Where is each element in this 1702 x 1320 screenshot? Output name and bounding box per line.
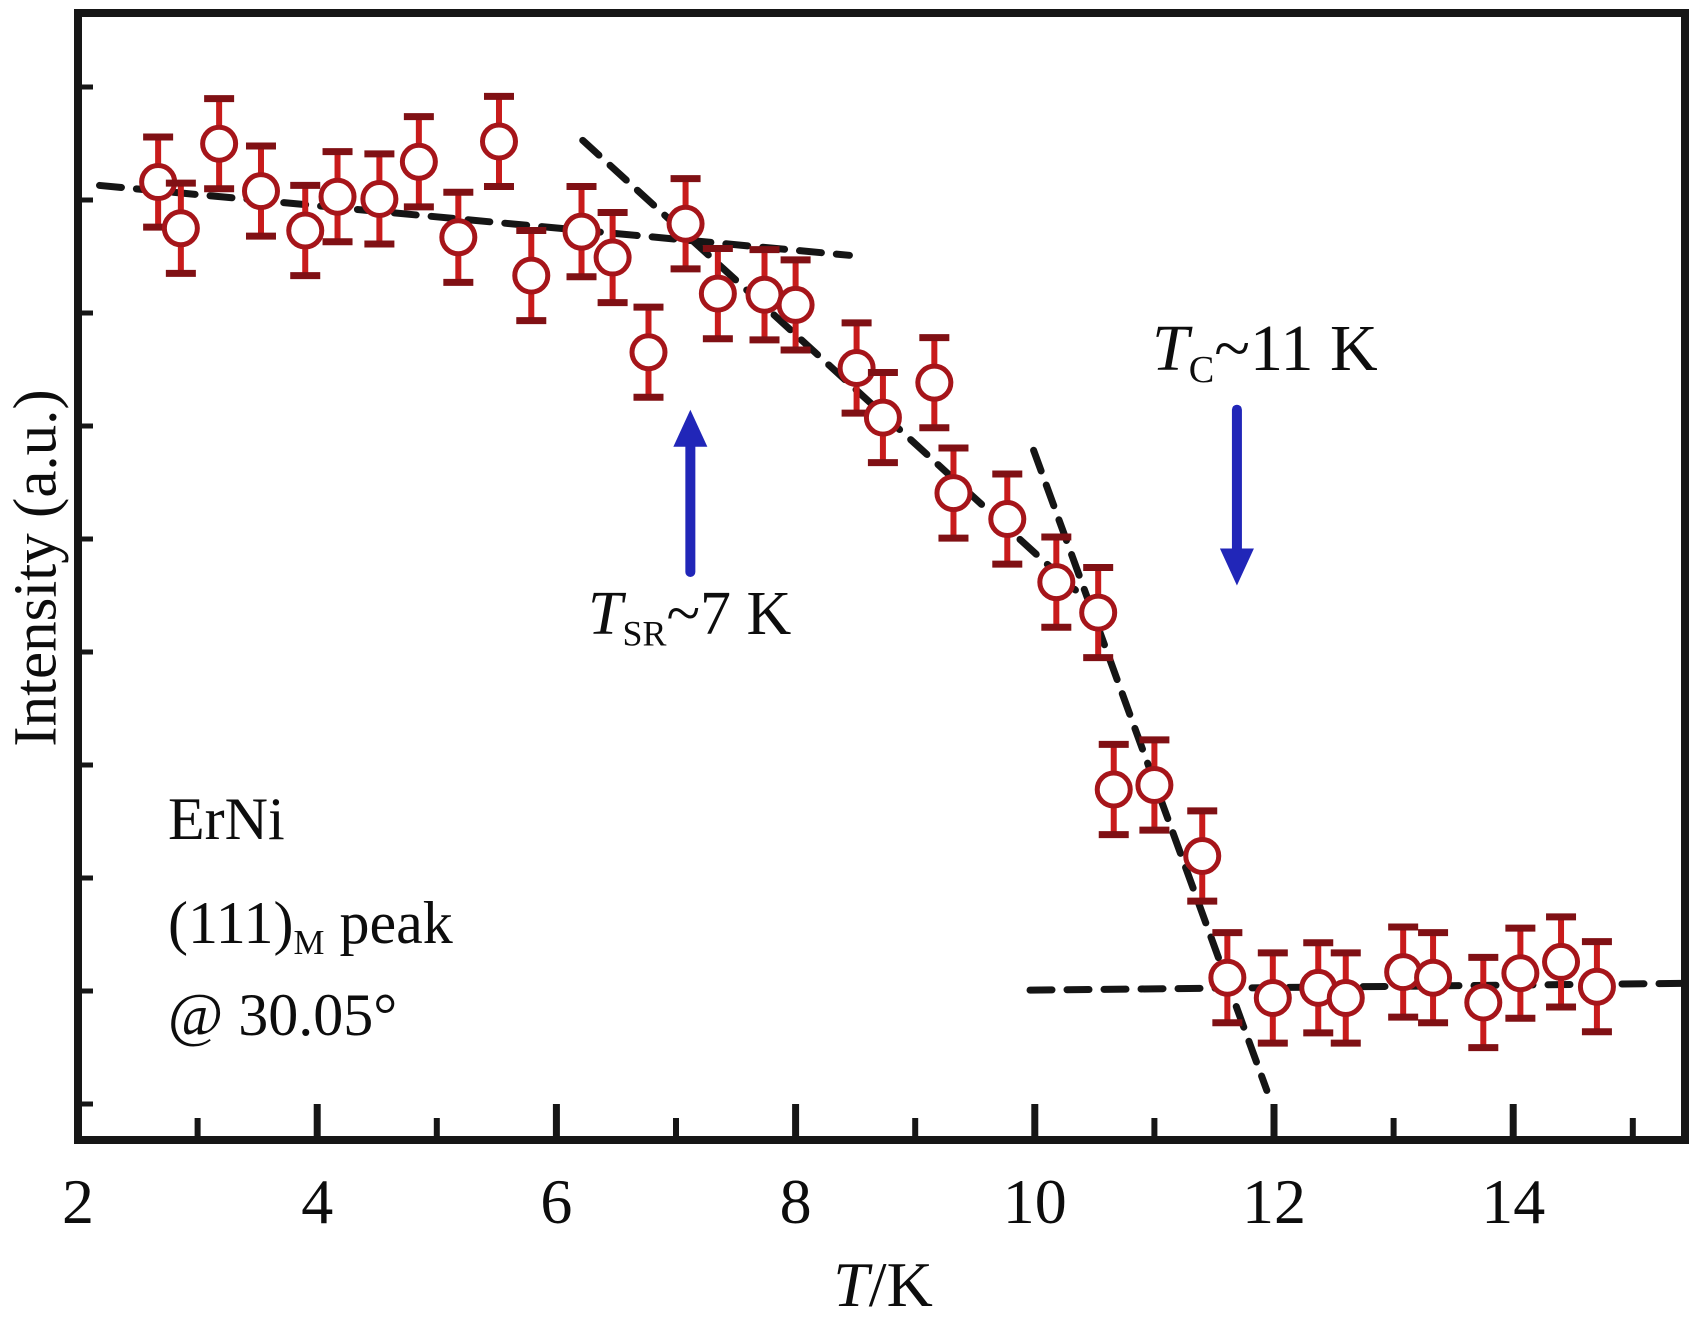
data-point [666,204,705,243]
data-point [1542,942,1581,981]
data-point [1208,958,1247,997]
peak-subscript: M [293,923,325,963]
peak-miller-indices: (111) [168,890,294,956]
x-tick-label: 10 [1003,1166,1067,1237]
data-point [593,238,632,277]
data-point [161,209,200,248]
data-point [1577,967,1616,1006]
tc-transition-label: TC~11 K [1152,316,1378,390]
peak-label: (111)M peak [168,893,453,961]
data-point [1183,836,1222,875]
tc-subscript: C [1188,349,1215,392]
tsr-symbol: T [588,580,623,648]
data-point [439,218,478,257]
data-point [988,500,1027,539]
data-point [915,363,954,402]
data-point [479,122,518,161]
data-point [1094,770,1133,809]
tsr-value: ~7 K [666,580,792,648]
x-tick-label: 6 [540,1166,572,1237]
data-point [1079,593,1118,632]
data-point [1253,978,1292,1017]
data-point [629,333,668,372]
x-axis-label-unit: /K [868,1249,933,1320]
plot-frame [74,9,1689,1144]
data-point [200,124,239,163]
x-tick-label: 4 [301,1166,333,1237]
data-point [318,177,357,216]
x-tick-label: 12 [1242,1166,1306,1237]
data-point [562,212,601,251]
angle-label: @ 30.05° [168,982,398,1048]
x-tick-label: 2 [62,1166,94,1237]
data-point [512,256,551,295]
peak-word: peak [324,890,453,956]
data-point [1037,563,1076,602]
x-tick-label: 8 [780,1166,812,1237]
tc-symbol: T [1152,312,1189,385]
data-point [241,172,280,211]
data-point [837,349,876,388]
data-point [698,274,737,313]
tsr-transition-label: TSR~7 K [588,583,791,652]
data-point [1501,954,1540,993]
x-axis-label-symbol: T [833,1249,869,1320]
tsr-arrow-head [673,409,708,447]
tsr-subscript: SR [622,613,667,654]
sample-label: ErNi [168,786,285,852]
data-point [776,285,815,324]
data-point [399,142,438,181]
fit-line [1026,979,1689,994]
data-point [1464,983,1503,1022]
fit-line [96,181,853,259]
x-axis-label: T/K [833,1253,933,1317]
data-point [863,398,902,437]
data-point [934,474,973,513]
data-point [1135,765,1174,804]
tc-value: ~11 K [1214,312,1378,385]
x-tick-label: 14 [1481,1166,1545,1237]
data-point [1326,978,1365,1017]
data-point [286,211,325,250]
tc-arrow-head [1219,548,1254,586]
y-axis-label: Intensity (a.u.) [2,389,70,747]
data-point [745,275,784,314]
data-point [1384,953,1423,992]
data-point [360,179,399,218]
data-point [1414,958,1453,997]
